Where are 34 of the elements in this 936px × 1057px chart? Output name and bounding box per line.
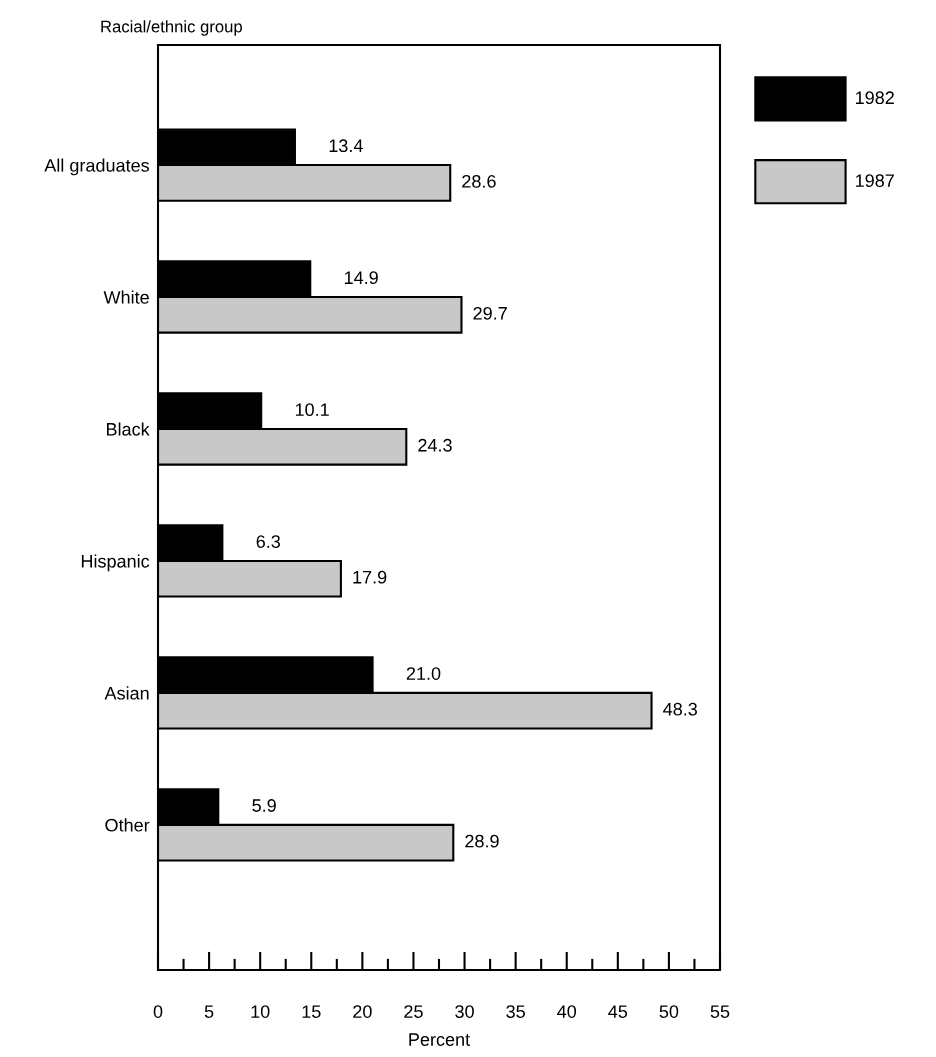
x-tick-label: 30 [455, 1005, 474, 1018]
data-label: 28.9 [465, 834, 499, 848]
y-tick-label: Black [107, 422, 150, 436]
y-axis-title: Racial/ethnic group [101, 20, 242, 36]
data-label: 14.9 [344, 271, 378, 285]
x-tick-label: 55 [710, 1005, 730, 1018]
y-tick-label: All graduates [44, 158, 150, 176]
x-axis-title: Percent [409, 1033, 470, 1046]
y-tick-label: Asian [104, 686, 149, 700]
x-tick-label: 25 [404, 1005, 423, 1018]
y-tick-label: White [103, 290, 149, 304]
data-label: 5.9 [252, 799, 276, 812]
x-tick-label: 10 [251, 1005, 270, 1018]
y-tick-label: Hispanic [81, 554, 150, 572]
x-tick-label: 5 [204, 1005, 214, 1018]
x-tick-label: 35 [506, 1005, 525, 1018]
x-tick-label: 45 [608, 1005, 628, 1018]
x-tick-label: 20 [353, 1005, 372, 1018]
y-tick-label: Other [105, 818, 150, 832]
data-label: 17.9 [353, 570, 387, 584]
x-tick-label: 15 [302, 1005, 321, 1018]
legend-label: 1987 [856, 174, 894, 187]
x-tick-label: 50 [659, 1005, 679, 1018]
x-tick-label: 0 [153, 1005, 163, 1018]
data-label: 24.3 [418, 438, 452, 452]
data-label: 48.3 [663, 702, 697, 716]
data-label: 13.4 [329, 139, 363, 153]
data-label: 28.6 [462, 174, 496, 188]
data-label: 10.1 [295, 403, 329, 417]
legend-label: 1982 [856, 91, 894, 105]
data-label: 21.0 [406, 667, 441, 680]
data-label: 29.7 [473, 306, 507, 320]
x-tick-label: 40 [557, 1005, 577, 1018]
data-label: 6.3 [256, 535, 281, 548]
